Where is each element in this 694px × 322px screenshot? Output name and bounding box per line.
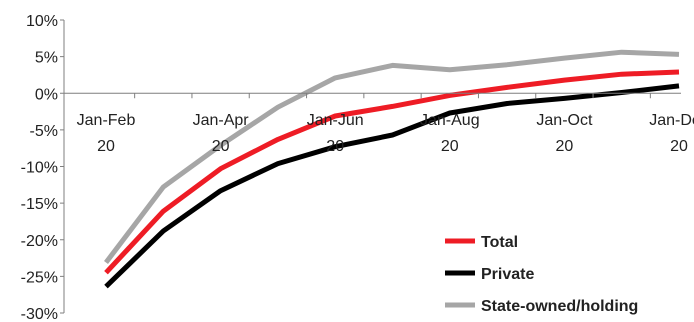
y-tick-label: 5% <box>35 50 58 67</box>
x-tick-label-year: 20 <box>556 138 574 155</box>
x-tick-label-year: 20 <box>212 138 230 155</box>
x-tick-label-year: 20 <box>97 138 115 155</box>
x-axis <box>64 92 681 99</box>
y-tick-label: 10% <box>26 13 58 30</box>
x-tick-label-year: 20 <box>670 138 688 155</box>
series-lines <box>104 49 680 289</box>
series-line-state-owned-holding <box>104 49 680 265</box>
series-line-private <box>104 83 680 289</box>
x-tick-label: Jan-Aug <box>420 112 480 129</box>
y-tick-label: -25% <box>21 269 58 286</box>
y-tick-label: -10% <box>21 160 58 177</box>
y-tick-label: -5% <box>30 123 58 140</box>
x-tick-label: Jan-Jun <box>307 112 364 129</box>
legend-label: Private <box>481 266 534 283</box>
x-axis-labels: Jan-Feb 20 Jan-Apr 20 Jan-Jun 20 Jan-Aug 20 Jan-… <box>77 112 694 155</box>
y-tick-label: -15% <box>21 196 58 213</box>
legend-label: Total <box>481 234 518 251</box>
y-tick-label: -20% <box>21 233 58 250</box>
series-line-total <box>104 69 680 275</box>
x-tick-label: Jan-Apr <box>193 112 250 129</box>
x-tick-label-year: 20 <box>326 138 344 155</box>
x-tick-label: Jan-Oct <box>536 112 593 129</box>
legend: Total Private State-owned/holding <box>445 234 638 315</box>
legend-label: State-owned/holding <box>481 298 638 315</box>
y-tick-label: 0% <box>35 86 58 103</box>
x-tick-label: Jan-Dec <box>649 112 694 129</box>
x-tick-label: Jan-Feb <box>77 112 136 129</box>
y-axis-ticks: 10% 5% 0% -5% -10% -15% -20% -25% -30% <box>21 13 64 322</box>
y-tick-label: -30% <box>21 306 58 322</box>
x-tick-label-year: 20 <box>441 138 459 155</box>
